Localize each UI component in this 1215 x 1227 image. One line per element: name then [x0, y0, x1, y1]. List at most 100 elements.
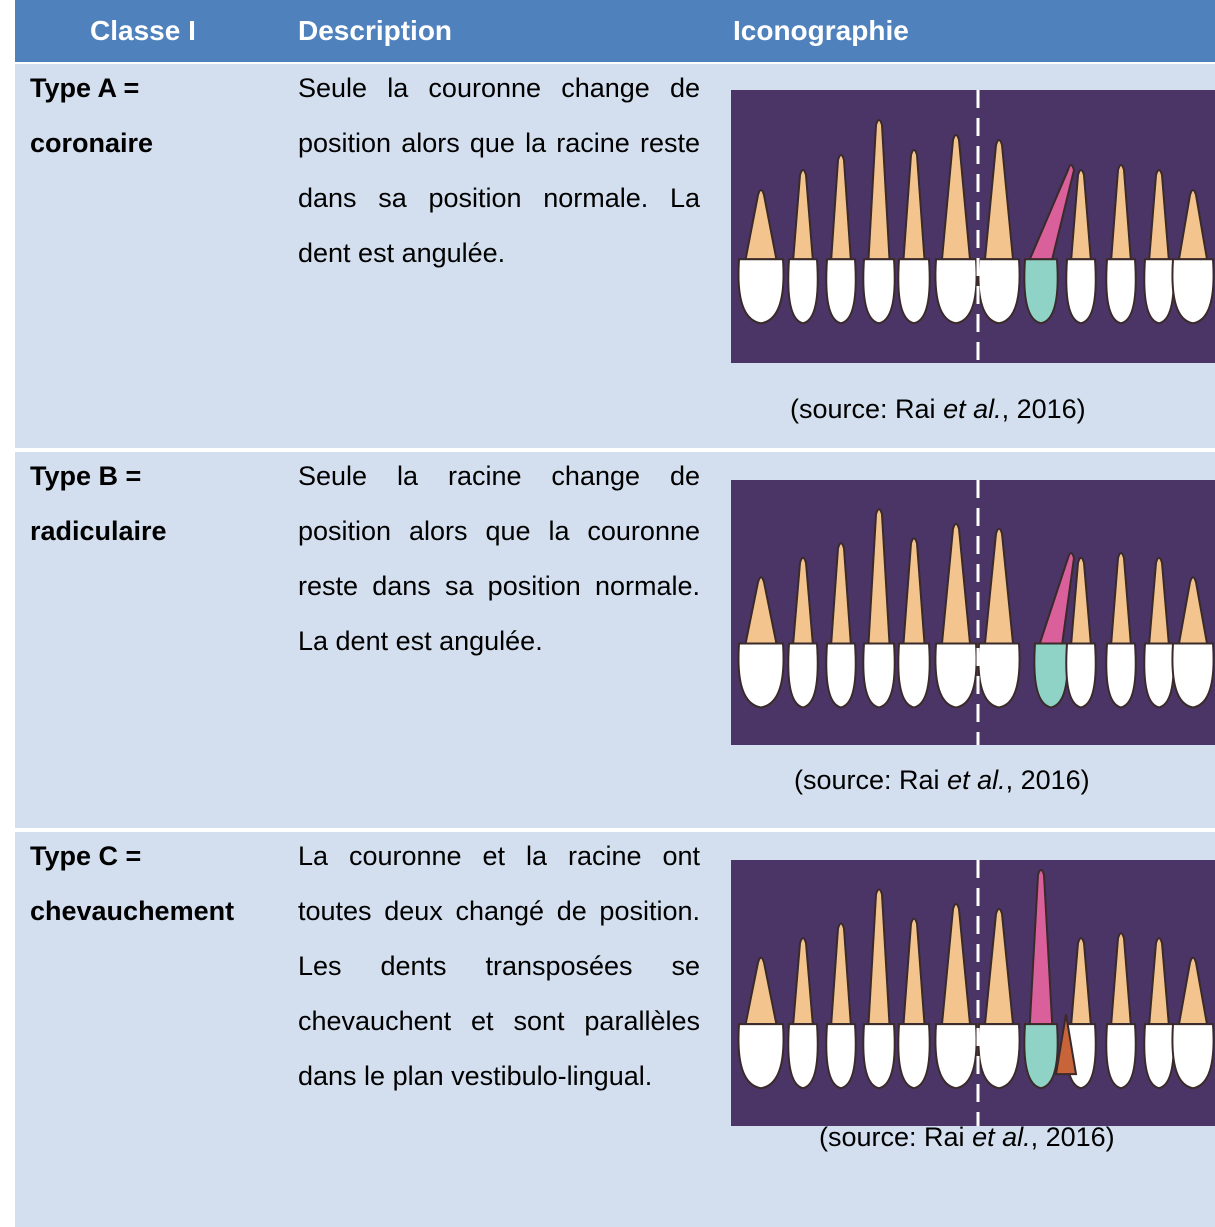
source: (source: Rai et al., 2016) — [794, 765, 1090, 796]
tooth-crown — [862, 1023, 896, 1090]
tooth-root — [1177, 956, 1209, 1026]
source-text: , 2016) — [1001, 394, 1086, 424]
source-italic: et al. — [972, 1122, 1031, 1152]
source: (source: Rai et al., 2016) — [790, 394, 1086, 425]
illustration — [731, 90, 1215, 363]
tooth-root — [940, 902, 972, 1026]
tooth-crown — [1143, 258, 1175, 325]
row-description: Seule la couronne change de position alo… — [298, 73, 700, 268]
tooth-root — [902, 149, 926, 261]
tooth-crown — [1033, 642, 1069, 709]
tooth-crown — [737, 642, 785, 709]
tooth-root — [744, 576, 778, 645]
tooth-root — [1177, 576, 1209, 645]
tooth-root — [792, 937, 814, 1026]
source: (source: Rai et al., 2016) — [819, 1122, 1115, 1153]
tooth-crown — [1023, 258, 1059, 325]
tooth-crown — [825, 1023, 857, 1090]
tooth-crown — [977, 642, 1021, 709]
tooth-root — [830, 154, 852, 261]
tooth-crown — [1171, 258, 1215, 325]
tooth-crown — [825, 642, 857, 709]
tooth-crown — [1105, 258, 1137, 325]
tooth-root — [983, 527, 1015, 645]
row-description: La couronne et la racine ont toutes deux… — [298, 841, 700, 1091]
table-row: Type A = coronaire Seule la couronne cha… — [15, 64, 1215, 448]
table-row: Type B = radiculaire Seule la racine cha… — [15, 452, 1215, 828]
tooth-crown — [787, 258, 819, 325]
tooth-root — [940, 134, 972, 261]
tooth-crown — [1105, 1023, 1137, 1090]
tooth-crown — [1143, 1023, 1175, 1090]
tooth-crown — [1105, 642, 1137, 709]
tooth-root — [902, 537, 926, 645]
source-text: (source: Rai — [790, 394, 944, 424]
row-type: Type A = — [30, 73, 140, 103]
tooth-root — [1070, 556, 1092, 645]
row-type: Type C = — [30, 841, 142, 871]
tooth-root — [940, 522, 972, 645]
source-italic: et al. — [943, 394, 1002, 424]
tooth-crown — [897, 258, 931, 325]
illustration — [731, 480, 1215, 745]
tooth-root — [867, 508, 891, 645]
source-text: , 2016) — [1005, 765, 1090, 795]
tooth-root — [830, 922, 852, 1026]
illustration — [731, 860, 1215, 1126]
tooth-root — [1177, 189, 1209, 261]
header-cell: Classe I — [90, 15, 196, 46]
table-row: Type C = chevauchement La couronne et la… — [15, 832, 1215, 1227]
row-description: Seule la racine change de position alors… — [298, 461, 700, 656]
tooth-root — [1148, 556, 1170, 645]
tooth-root — [1148, 169, 1170, 261]
row-type: Type B = — [30, 461, 142, 491]
row-name: coronaire — [30, 128, 154, 158]
tooth-crown — [897, 1023, 931, 1090]
tooth-crown — [1023, 1023, 1059, 1090]
tooth-root — [1110, 164, 1132, 261]
tooth-crown — [787, 1023, 819, 1090]
tooth-root — [867, 119, 891, 261]
header-cell: Description — [298, 15, 453, 46]
tooth-root — [1028, 868, 1054, 1026]
tooth-crown — [934, 1023, 978, 1090]
tooth-crown — [787, 642, 819, 709]
tooth-crown — [934, 642, 978, 709]
tooth-root — [1110, 551, 1132, 645]
tooth-crown — [862, 258, 896, 325]
tooth-crown — [934, 258, 978, 325]
tooth-crown — [897, 642, 931, 709]
source-text: (source: Rai — [794, 765, 948, 795]
tooth-root — [867, 888, 891, 1026]
tooth-crown — [737, 258, 785, 325]
tooth-root — [744, 956, 778, 1026]
tooth-root — [1028, 164, 1076, 261]
table-header: Classe I Description Iconographie — [15, 0, 1215, 62]
tooth-root — [1070, 937, 1092, 1026]
tooth-crown — [977, 258, 1021, 325]
tooth-root — [1148, 937, 1170, 1026]
tooth-root — [1070, 169, 1092, 261]
source-italic: et al. — [947, 765, 1006, 795]
tooth-crown — [1065, 258, 1097, 325]
source-text: , 2016) — [1030, 1122, 1115, 1152]
tooth-crown — [1065, 642, 1097, 709]
tooth-crown — [825, 258, 857, 325]
tooth-root — [792, 556, 814, 645]
row-name: radiculaire — [30, 516, 167, 546]
tooth-root — [830, 542, 852, 645]
tooth-crown — [737, 1023, 785, 1090]
tooth-crown — [977, 1023, 1021, 1090]
tooth-crown — [1143, 642, 1175, 709]
tooth-crown — [1171, 1023, 1215, 1090]
tooth-root — [983, 907, 1015, 1026]
row-name: chevauchement — [30, 896, 235, 926]
source-text: (source: Rai — [819, 1122, 973, 1152]
tooth-crown — [862, 642, 896, 709]
tooth-crown — [1171, 642, 1215, 709]
tooth-root — [1110, 932, 1132, 1026]
tooth-small — [1054, 1014, 1078, 1076]
tooth-root — [902, 917, 926, 1026]
tooth-root — [1038, 551, 1076, 645]
